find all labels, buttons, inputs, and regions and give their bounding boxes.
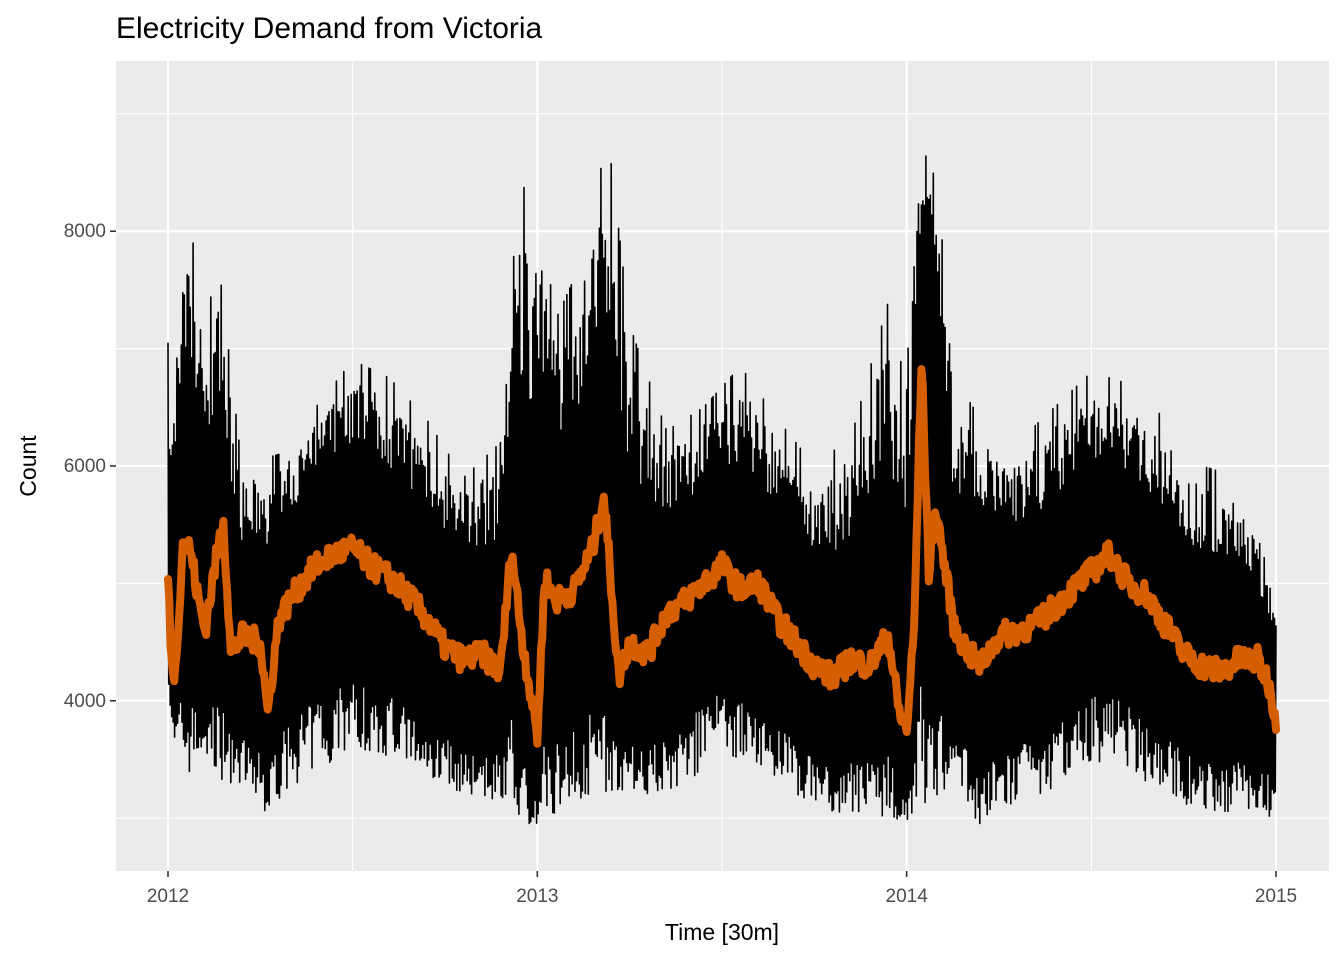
y-tick-labels: 4000 6000 8000 bbox=[64, 221, 106, 712]
raw-demand-line bbox=[167, 155, 1277, 825]
series-smoothed-demand bbox=[164, 365, 1280, 748]
chart-title: Electricity Demand from Victoria bbox=[116, 12, 543, 45]
x-tick-label-0: 2012 bbox=[147, 886, 189, 907]
x-axis-title: Time [30m] bbox=[665, 919, 779, 945]
axis-ticks bbox=[110, 230, 1277, 877]
x-tick-labels: 2012 2013 2014 2015 bbox=[147, 886, 1297, 907]
y-tick-label-0: 4000 bbox=[64, 691, 106, 712]
y-tick-label-2: 8000 bbox=[64, 221, 106, 242]
x-tick-label-3: 2015 bbox=[1255, 886, 1297, 907]
x-tick-label-2: 2014 bbox=[886, 886, 929, 907]
y-axis-title: Count bbox=[15, 435, 41, 497]
y-tick-label-1: 6000 bbox=[64, 456, 106, 477]
x-tick-label-1: 2013 bbox=[516, 886, 558, 907]
